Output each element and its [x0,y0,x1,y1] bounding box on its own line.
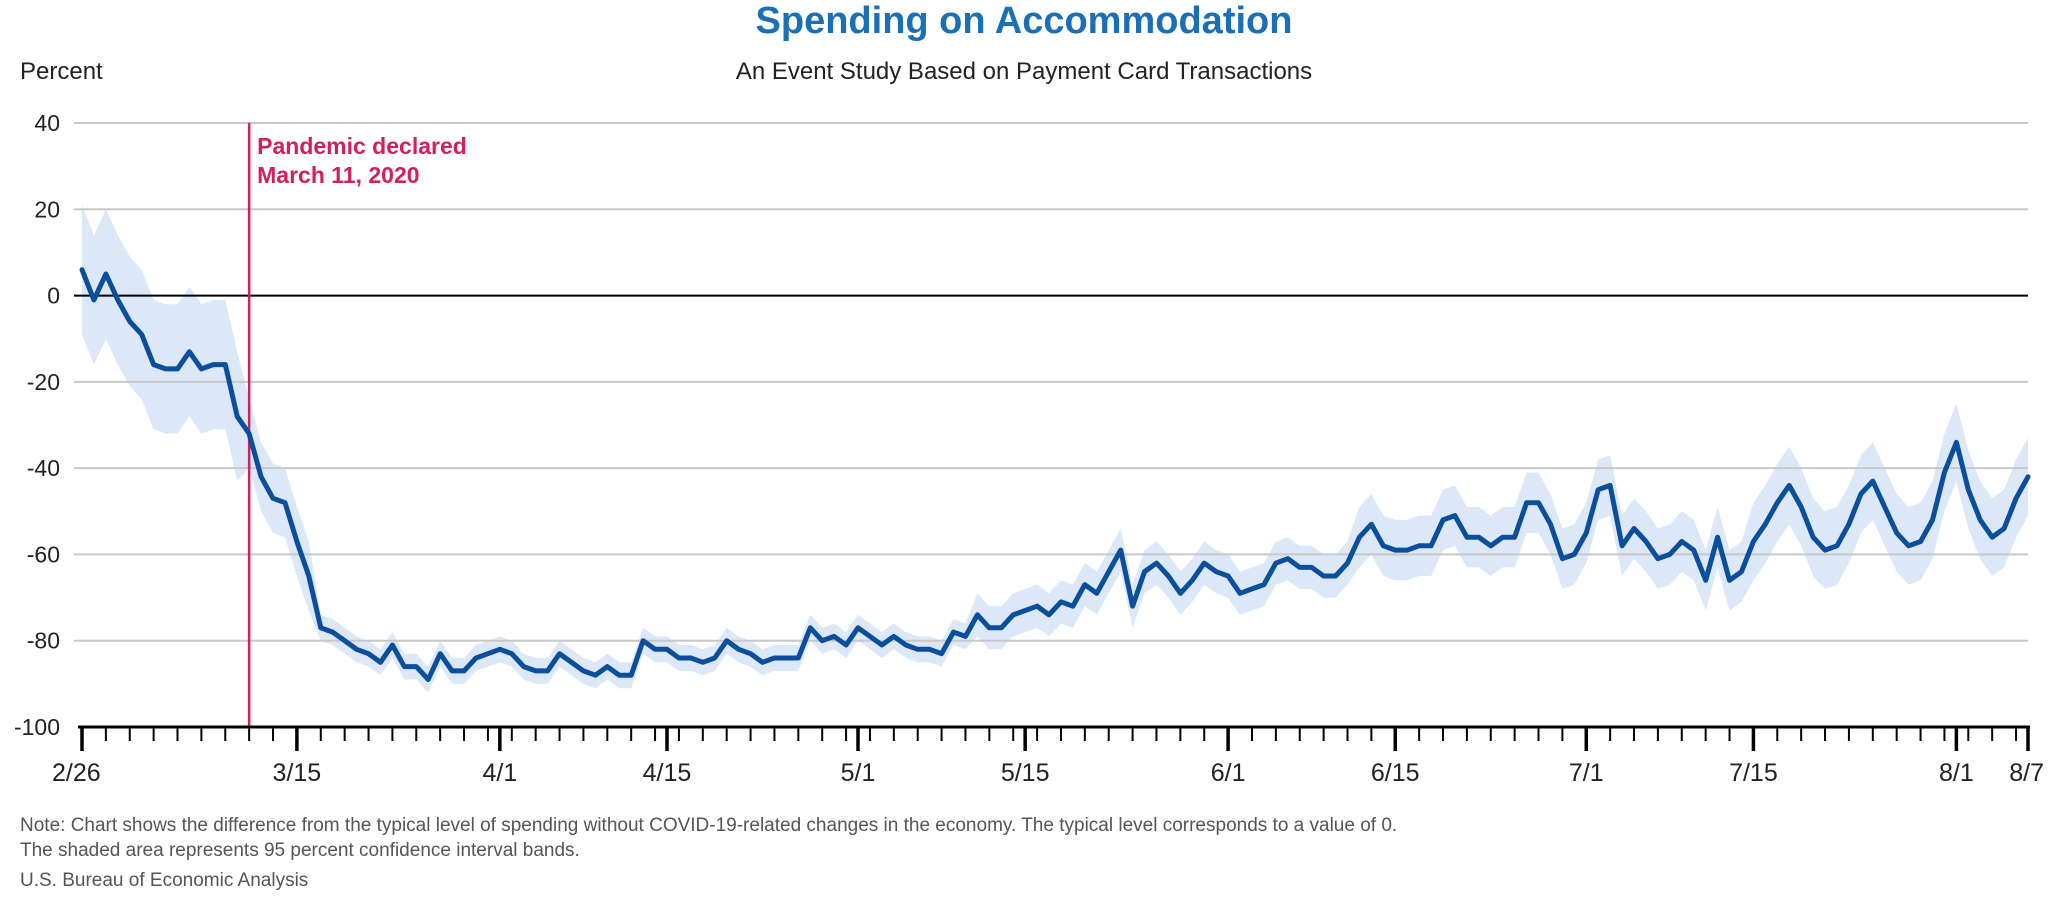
x-tick-label: 7/15 [1729,759,1778,787]
y-tick-label: 20 [34,196,60,222]
x-tick-label: 5/1 [841,759,876,787]
y-tick-label: -20 [27,369,60,395]
note-line-2: The shaded area represents 95 percent co… [20,840,580,861]
note-line-1: Note: Chart shows the difference from th… [20,815,1398,836]
x-tick-label: 6/15 [1371,759,1420,787]
x-tick-label: 3/15 [273,759,322,787]
x-tick-label: 7/1 [1569,759,1604,787]
y-tick-label: -80 [27,628,60,654]
chart-title: Spending on Accommodation [755,0,1293,42]
x-tick-label: 2/26 [52,759,101,787]
confidence-band [82,205,2028,693]
x-tick-label: 8/1 [1939,759,1974,787]
y-tick-label: 40 [34,110,60,136]
y-tick-label: -100 [14,714,60,740]
spending-series-line [79,267,2031,682]
x-tick-label: 6/1 [1211,759,1246,787]
annotation-label-line-2: March 11, 2020 [257,162,419,188]
x-tick-label: 8/7 [2009,759,2044,787]
chart-notes: Note: Chart shows the difference from th… [20,813,1397,863]
x-tick-label: 4/15 [643,759,692,787]
chart-subtitle: An Event Study Based on Payment Card Tra… [735,58,1313,85]
y-axis-unit-label: Percent [20,58,103,85]
x-tick-label: 4/1 [482,759,517,787]
annotation-label-line-1: Pandemic declared [257,133,467,159]
source-credit: U.S. Bureau of Economic Analysis [20,870,309,891]
y-tick-label: 0 [47,283,60,309]
x-tick-label: 5/15 [1001,759,1050,787]
line-chart: 40 20 0 -20 -40 -60 -80 -100 Pandemic declared Ma… [14,110,2044,787]
y-tick-label: -60 [27,541,60,567]
y-tick-label: -40 [27,455,60,481]
